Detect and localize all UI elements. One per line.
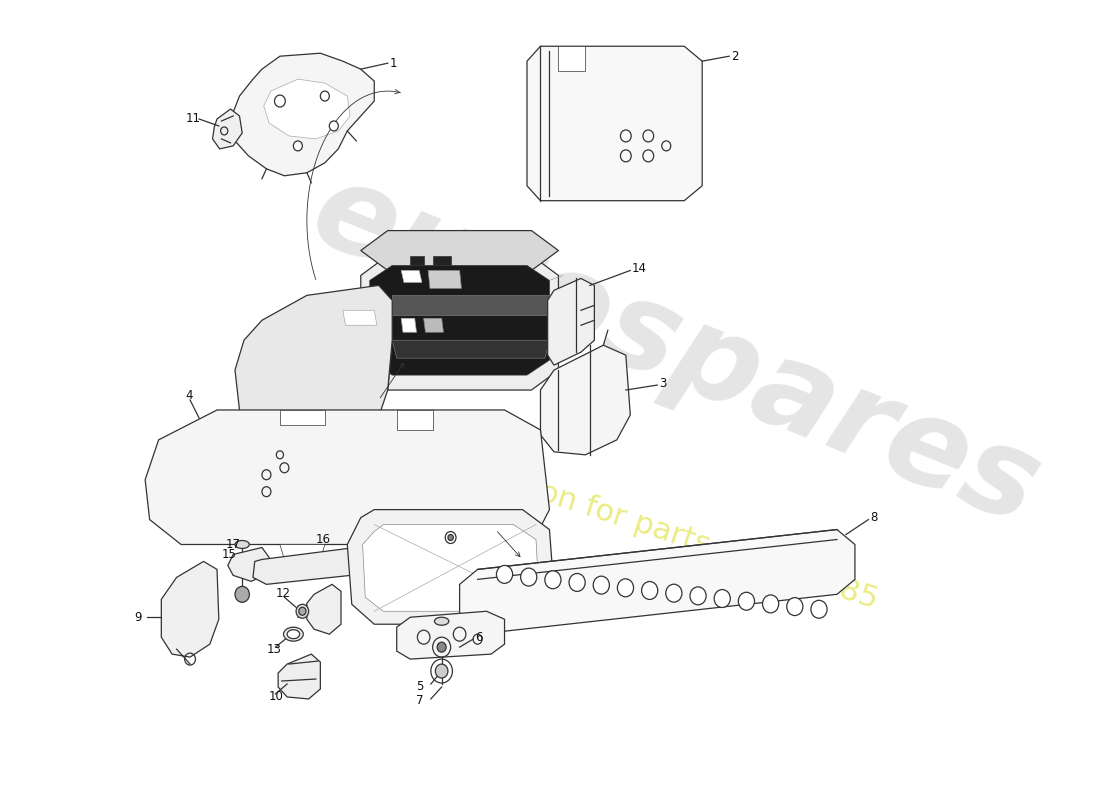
Polygon shape (402, 270, 422, 282)
Polygon shape (460, 530, 855, 634)
Polygon shape (264, 79, 350, 139)
Polygon shape (231, 54, 374, 176)
Circle shape (569, 574, 585, 591)
Text: 9: 9 (134, 610, 142, 624)
Polygon shape (278, 654, 320, 699)
Circle shape (762, 595, 779, 613)
Polygon shape (343, 310, 377, 326)
Polygon shape (370, 266, 550, 375)
Polygon shape (559, 46, 585, 71)
Polygon shape (279, 410, 324, 425)
Polygon shape (363, 525, 539, 611)
Text: eurospares: eurospares (295, 151, 1055, 549)
Polygon shape (397, 410, 432, 430)
Text: 8: 8 (870, 511, 878, 524)
Polygon shape (253, 545, 393, 584)
Text: 13: 13 (266, 642, 282, 656)
Polygon shape (393, 340, 550, 358)
Circle shape (811, 600, 827, 618)
Circle shape (786, 598, 803, 615)
Polygon shape (212, 109, 242, 149)
Ellipse shape (235, 541, 250, 549)
Text: 15: 15 (221, 548, 236, 561)
Circle shape (436, 664, 448, 678)
Polygon shape (428, 270, 461, 288)
Ellipse shape (434, 618, 449, 626)
Polygon shape (228, 547, 270, 582)
Text: 16: 16 (316, 533, 331, 546)
Text: 7: 7 (417, 694, 424, 707)
Polygon shape (235, 286, 393, 455)
Text: 11: 11 (186, 113, 200, 126)
Text: 2: 2 (730, 50, 738, 62)
Circle shape (329, 121, 339, 131)
Circle shape (520, 568, 537, 586)
Polygon shape (348, 510, 554, 624)
Circle shape (714, 590, 730, 607)
Polygon shape (410, 255, 424, 266)
Text: 14: 14 (632, 262, 647, 275)
Polygon shape (279, 545, 324, 559)
Circle shape (294, 141, 302, 151)
Circle shape (437, 642, 447, 652)
Text: 6: 6 (475, 630, 483, 644)
Circle shape (641, 582, 658, 599)
Text: 1: 1 (389, 57, 397, 70)
Circle shape (666, 584, 682, 602)
Circle shape (738, 592, 755, 610)
Polygon shape (393, 295, 550, 315)
Circle shape (593, 576, 609, 594)
Polygon shape (271, 300, 393, 430)
Circle shape (690, 587, 706, 605)
Polygon shape (145, 410, 550, 565)
Circle shape (320, 91, 329, 101)
Circle shape (617, 579, 634, 597)
Polygon shape (527, 46, 702, 201)
Circle shape (299, 607, 306, 615)
Circle shape (296, 604, 309, 618)
Polygon shape (361, 255, 559, 390)
Circle shape (448, 534, 453, 541)
Text: 12: 12 (275, 587, 290, 600)
Text: 17: 17 (226, 538, 241, 551)
Polygon shape (162, 562, 219, 657)
Text: a passion for parts since 1985: a passion for parts since 1985 (433, 445, 881, 614)
Text: 3: 3 (659, 377, 667, 390)
Polygon shape (397, 611, 505, 659)
Polygon shape (402, 318, 417, 332)
Circle shape (544, 570, 561, 589)
Text: 10: 10 (270, 690, 284, 703)
Circle shape (275, 95, 285, 107)
Polygon shape (432, 255, 451, 266)
Text: 4: 4 (186, 389, 194, 402)
Ellipse shape (287, 630, 299, 638)
Text: 5: 5 (417, 681, 424, 694)
Polygon shape (361, 230, 559, 270)
Polygon shape (307, 584, 341, 634)
Circle shape (235, 586, 250, 602)
Polygon shape (548, 278, 594, 365)
Polygon shape (424, 318, 443, 332)
Polygon shape (540, 345, 630, 455)
Ellipse shape (284, 627, 304, 641)
Circle shape (496, 566, 513, 583)
